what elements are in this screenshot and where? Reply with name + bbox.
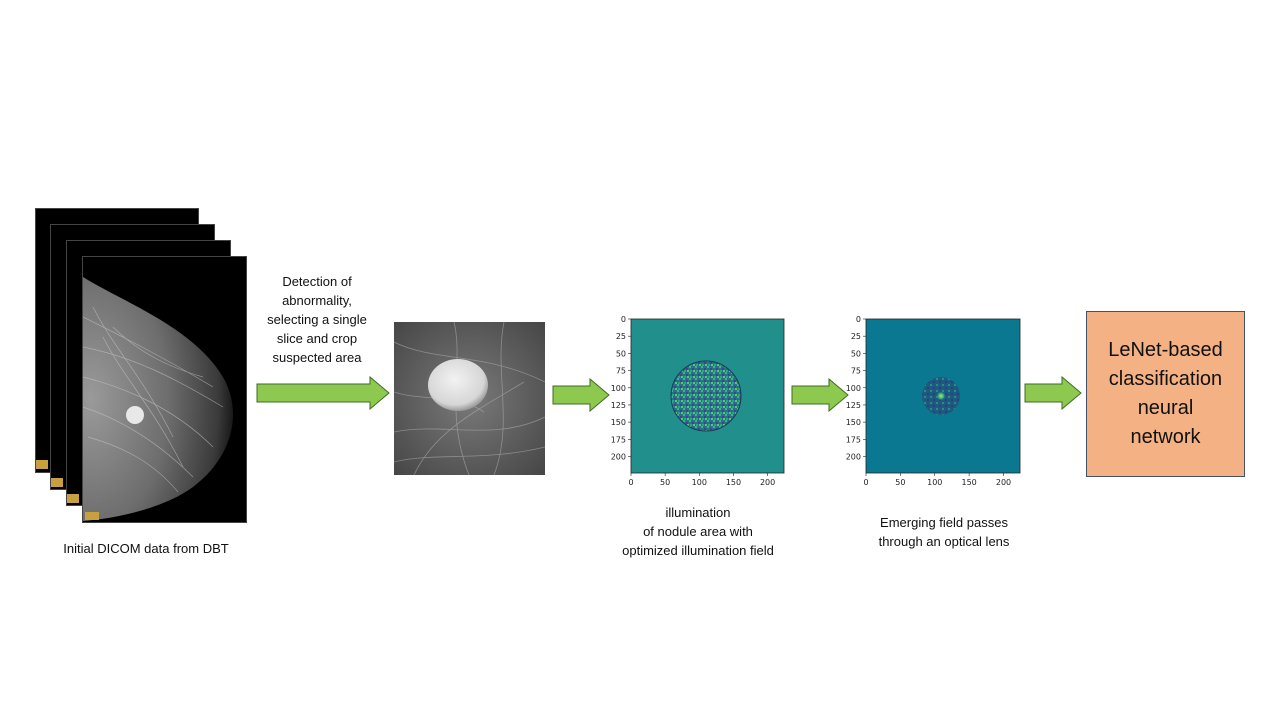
illumination-plot: 0 25 50 75 100 125 150 175 200 0 50 100 150 200 [611, 315, 785, 487]
slice-marker [51, 478, 63, 487]
emerging-field-plot: 0 25 50 75 100 125 150 175 200 0 50 100 150 200 [846, 315, 1021, 487]
x-tick-label: 200 [760, 478, 775, 487]
y-tick-label: 50 [851, 349, 861, 358]
x-tick-label: 150 [726, 478, 741, 487]
x-tick-label: 0 [628, 478, 633, 487]
arrow-2 [552, 378, 610, 412]
y-tick-label: 150 [611, 418, 626, 427]
cropped-nodule-image [394, 322, 545, 475]
y-tick-label: 50 [616, 349, 626, 358]
y-tick-label: 200 [611, 453, 626, 462]
y-tick-label: 175 [846, 435, 861, 444]
y-tick-label: 25 [851, 332, 861, 341]
y-tick-label: 125 [846, 401, 861, 410]
y-tick-label: 25 [616, 332, 626, 341]
focal-spot [936, 391, 946, 401]
y-tick-label: 175 [611, 435, 626, 444]
arrow-1 [256, 376, 390, 410]
arrow-3 [791, 378, 849, 412]
stage3-caption: illumination of nodule area with optimiz… [622, 505, 774, 558]
stage4-caption: Emerging field passes through an optical… [878, 515, 1010, 549]
y-tick-label: 100 [846, 384, 861, 393]
y-tick-label: 0 [856, 315, 861, 324]
mammogram-image [83, 277, 233, 521]
slice-marker [67, 494, 79, 503]
x-axis-ticks: 0 50 100 150 200 [863, 473, 1011, 487]
y-axis-ticks: 0 25 50 75 100 125 150 175 200 [846, 315, 866, 462]
slice-marker [36, 460, 48, 469]
y-axis-ticks: 0 25 50 75 100 125 150 175 200 [611, 315, 631, 462]
lenet-classifier-box: LeNet-based classification neural networ… [1086, 311, 1245, 477]
nodule [126, 406, 144, 424]
x-tick-label: 100 [927, 478, 942, 487]
dbt-slice-4 [82, 256, 247, 523]
y-tick-label: 100 [611, 384, 626, 393]
stage1-caption: Initial DICOM data from DBT [63, 541, 229, 556]
x-tick-label: 50 [895, 478, 905, 487]
x-tick-label: 200 [996, 478, 1011, 487]
illumination-disc [670, 360, 742, 432]
x-tick-label: 50 [660, 478, 670, 487]
nodule [428, 359, 488, 411]
y-tick-label: 0 [621, 315, 626, 324]
y-tick-label: 200 [846, 453, 861, 462]
y-tick-label: 75 [851, 367, 861, 376]
y-tick-label: 75 [616, 367, 626, 376]
y-tick-label: 125 [611, 401, 626, 410]
x-tick-label: 150 [961, 478, 976, 487]
x-axis-ticks: 0 50 100 150 200 [628, 473, 775, 487]
y-tick-label: 150 [846, 418, 861, 427]
stage2-caption: Detection of abnormality, selecting a si… [267, 274, 367, 365]
arrow-4 [1024, 376, 1082, 410]
lenet-classifier-label: LeNet-based classification neural networ… [1108, 339, 1223, 448]
x-tick-label: 0 [863, 478, 868, 487]
x-tick-label: 100 [692, 478, 707, 487]
